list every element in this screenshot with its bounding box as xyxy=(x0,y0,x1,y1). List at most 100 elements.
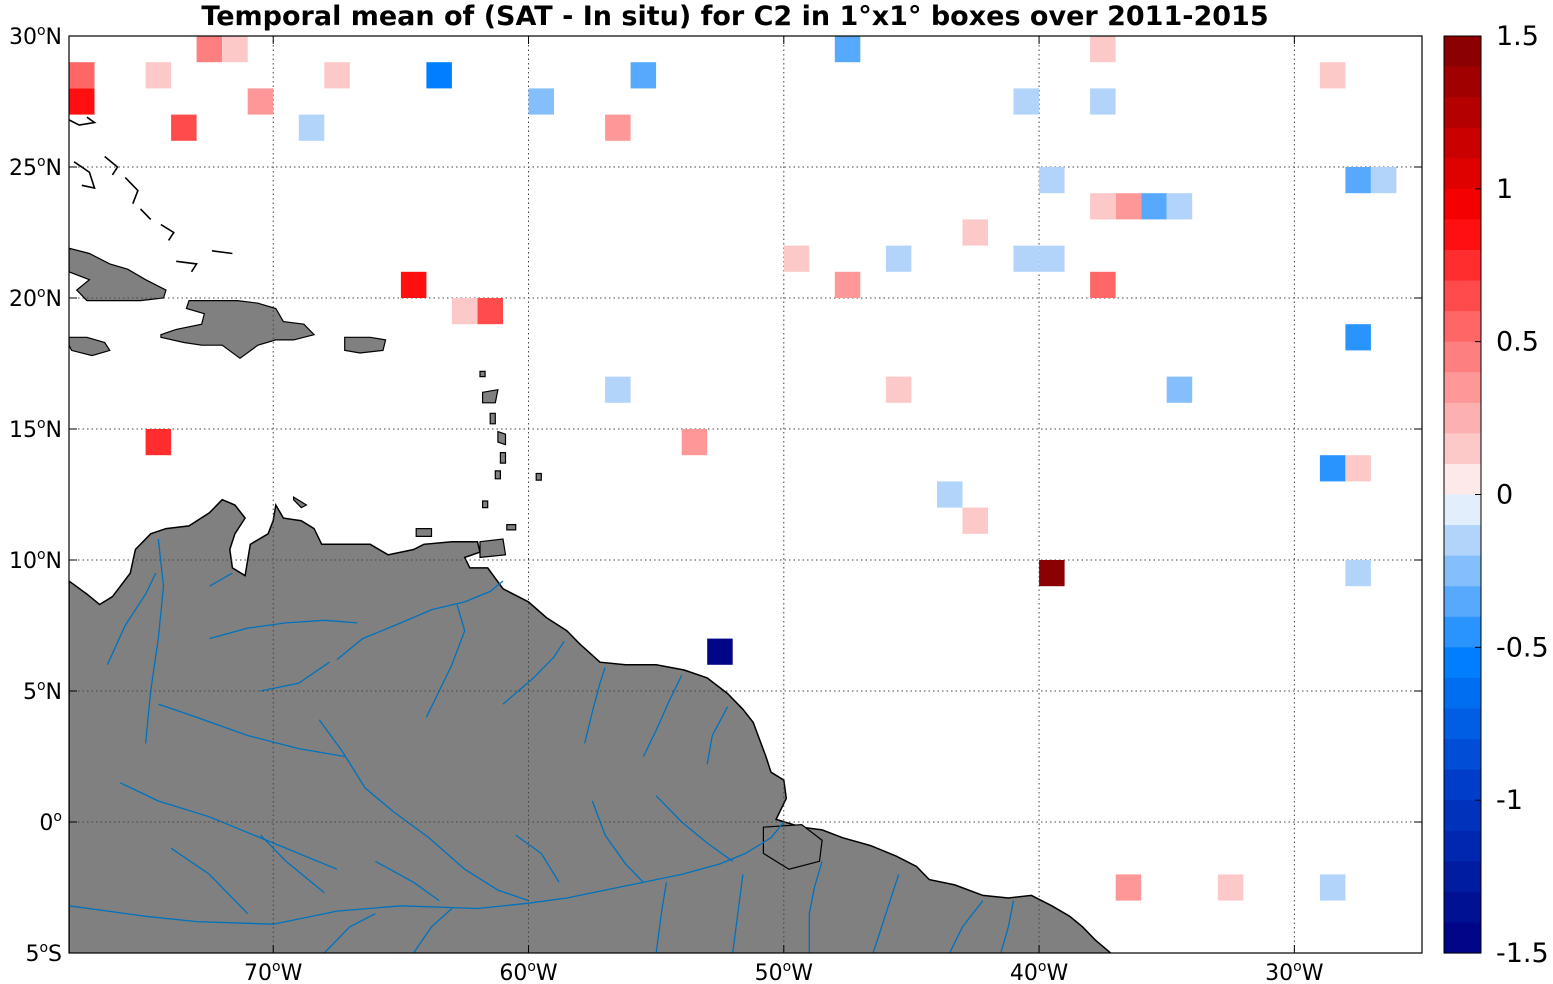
data-cell xyxy=(783,245,810,272)
map-frame xyxy=(68,35,1423,954)
data-cell xyxy=(69,88,95,115)
puerto-rico-island xyxy=(344,336,387,354)
rivers-layer xyxy=(69,538,1015,953)
colorbar-segment xyxy=(1444,402,1481,434)
colorbar-segment xyxy=(1444,463,1481,496)
data-cell xyxy=(1345,324,1371,351)
data-cell xyxy=(477,298,503,325)
trinidad-island xyxy=(479,538,507,559)
colorbar-tick-label: -1 xyxy=(1496,785,1523,816)
data-cell xyxy=(1090,36,1116,63)
bahamas-islet-8 xyxy=(211,250,233,255)
colorbar-segment xyxy=(1444,249,1481,282)
river-11 xyxy=(655,795,734,862)
map-plot-area xyxy=(69,36,1422,953)
data-cell xyxy=(222,36,248,63)
river-8 xyxy=(584,667,606,744)
tobago-island xyxy=(506,524,517,531)
colorbar-segment xyxy=(1444,647,1481,679)
river-15 xyxy=(260,834,325,894)
data-cell xyxy=(1345,560,1371,587)
data-cell xyxy=(1319,62,1346,89)
data-cell xyxy=(400,271,427,298)
colorbar-segment xyxy=(1444,616,1481,648)
river-4 xyxy=(209,619,358,640)
bahamas-islet-6 xyxy=(160,223,175,241)
colorbar-segment xyxy=(1444,433,1481,465)
data-cell xyxy=(1166,193,1193,220)
river-12 xyxy=(591,800,644,883)
bahamas-islet-2 xyxy=(73,161,96,190)
river-16 xyxy=(170,847,249,915)
data-cell xyxy=(69,62,95,89)
river-26 xyxy=(949,900,984,953)
river-28 xyxy=(413,908,453,953)
data-cell xyxy=(1217,874,1244,901)
martinique-island xyxy=(497,430,507,446)
colorbar-segment xyxy=(1444,36,1481,68)
data-cell xyxy=(962,219,988,246)
colorbar-segment xyxy=(1444,341,1481,373)
y-tick-label: 10oN xyxy=(9,547,62,574)
colorbar-segment xyxy=(1444,861,1481,893)
data-cell xyxy=(247,88,274,115)
colorbar-segment xyxy=(1444,769,1481,801)
river-6 xyxy=(425,604,466,718)
colorbar-segment xyxy=(1444,891,1481,924)
colorbar-segment xyxy=(1444,97,1481,129)
data-cell xyxy=(885,245,912,272)
x-tick-label: 70oW xyxy=(244,959,303,984)
data-cell xyxy=(451,298,478,325)
bahamas-islet-4 xyxy=(124,176,139,204)
river-5 xyxy=(260,661,330,692)
x-tick-label: 40oW xyxy=(1010,959,1069,984)
river-23 xyxy=(732,874,744,953)
river-21 xyxy=(209,572,233,587)
hispaniola-island xyxy=(160,300,316,360)
colorbar-segment xyxy=(1444,830,1481,862)
data-cell xyxy=(1141,193,1167,220)
colorbar-tick-label: 0 xyxy=(1496,480,1513,511)
colorbar-segment xyxy=(1444,127,1481,159)
river-9 xyxy=(642,675,683,757)
colorbar-segment xyxy=(1444,922,1481,954)
grenada-island xyxy=(482,500,489,509)
margarita-island xyxy=(415,528,433,537)
barbados-island xyxy=(535,472,542,481)
river-2 xyxy=(318,719,529,902)
river-10 xyxy=(706,706,729,765)
axis-ticks: 70oW 60oW 50oW 40oW 30oW 30oN 25oN 20oN 15oN 10oN… xyxy=(9,23,1422,984)
data-cell xyxy=(1090,271,1116,298)
colorbar-tick-label: 0.5 xyxy=(1496,327,1539,358)
data-cell xyxy=(1039,245,1065,272)
data-cell xyxy=(145,62,172,89)
data-cell xyxy=(1370,167,1397,194)
data-cell xyxy=(1039,560,1065,587)
data-cell xyxy=(426,62,452,89)
data-cell xyxy=(1319,455,1346,482)
colorbar-segment xyxy=(1444,372,1481,404)
data-cell xyxy=(681,429,708,456)
data-cell xyxy=(1319,874,1346,901)
colorbar-segment xyxy=(1444,525,1481,557)
colorbar-tick-label: -1.5 xyxy=(1496,938,1549,969)
y-tick-label: 5oS xyxy=(25,940,62,967)
cuba-island xyxy=(69,247,167,302)
colorbar-segment xyxy=(1444,677,1481,710)
data-cell xyxy=(834,271,861,298)
bahamas-islet-7 xyxy=(176,260,198,273)
y-tick-label: 5oN xyxy=(23,678,62,705)
colorbar-segment xyxy=(1444,219,1481,251)
x-tick-label: 50oW xyxy=(755,959,814,984)
river-13 xyxy=(515,834,560,883)
colorbar: 1.5 1 0.5 0 -0.5 -1 -1.5 xyxy=(1443,21,1549,969)
x-tick-label: 60oW xyxy=(499,959,558,984)
river-19 xyxy=(106,572,157,666)
river-7 xyxy=(502,640,565,705)
river-3 xyxy=(336,580,504,661)
data-cell xyxy=(324,62,350,89)
data-cells xyxy=(69,36,1397,901)
colorbar-segment xyxy=(1444,188,1481,220)
data-cell xyxy=(605,376,631,403)
river-20 xyxy=(144,538,165,744)
